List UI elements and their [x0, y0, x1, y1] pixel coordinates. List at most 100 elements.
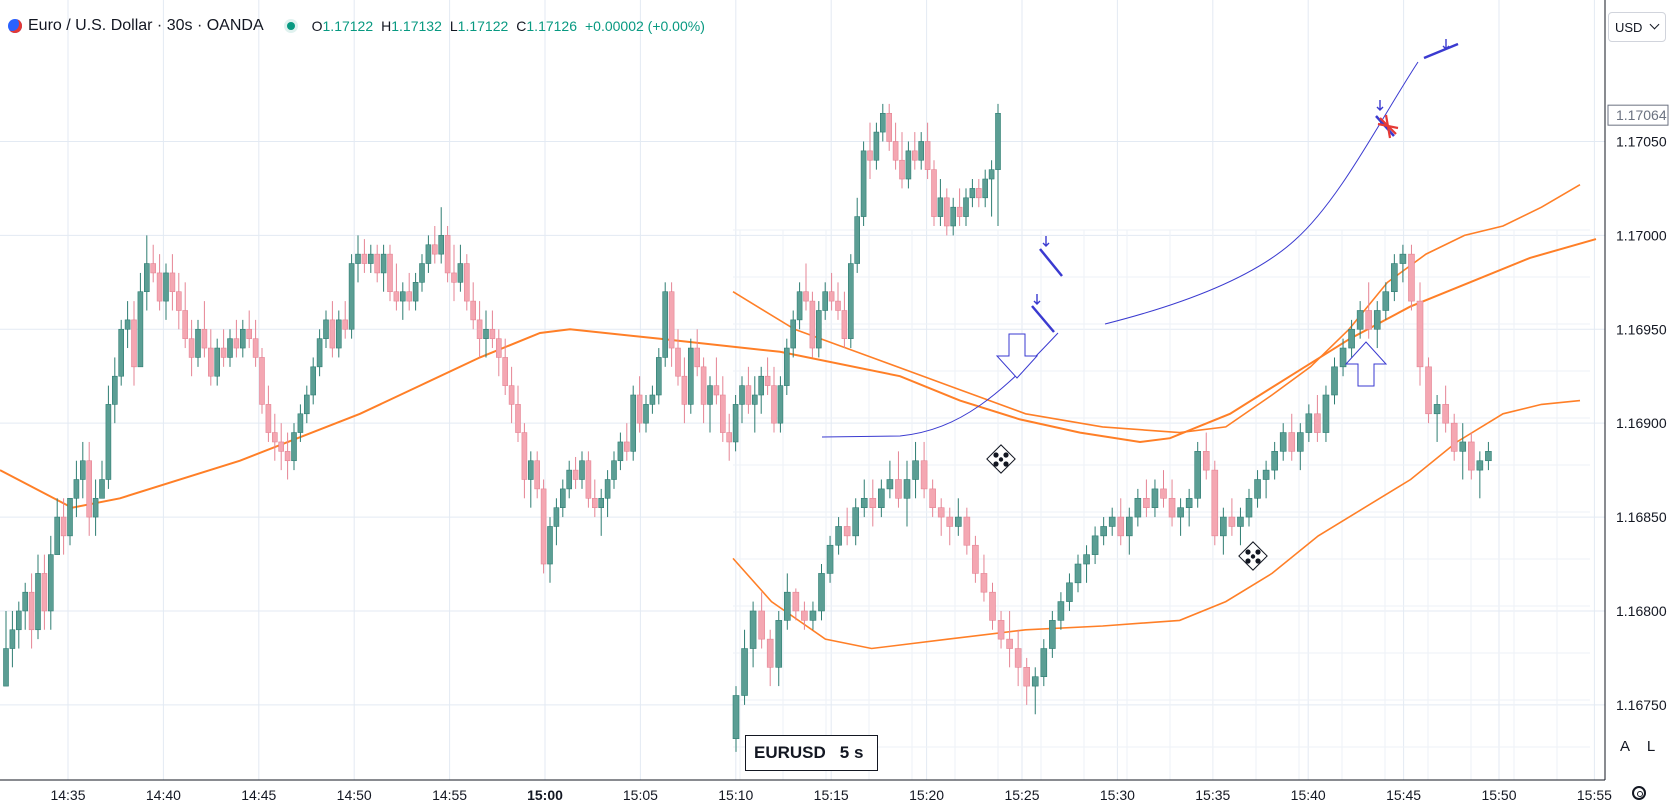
candle: [355, 253, 361, 264]
y-tick-label: 1.16850: [1616, 509, 1667, 525]
candle: [431, 244, 438, 255]
inset-candle: [1442, 404, 1449, 424]
inset-candle: [1476, 460, 1484, 471]
inset-candle: [1100, 526, 1107, 537]
inset-candle: [1245, 497, 1253, 518]
inset-symbol-tag: EURUSD 5 s: [745, 735, 878, 771]
inset-candle: [997, 620, 1005, 640]
inset-candle: [954, 516, 962, 527]
candle: [438, 235, 445, 255]
trend-curve-2[interactable]: [1104, 61, 1419, 325]
candle: [764, 375, 771, 386]
inset-candle: [843, 526, 851, 537]
x-tick-label: 14:45: [241, 787, 276, 803]
inset-candle: [1151, 488, 1159, 508]
candle: [419, 263, 425, 283]
log-scale-button[interactable]: L: [1646, 737, 1656, 755]
candle: [112, 375, 118, 405]
diamond-marker-icon: [1238, 541, 1268, 571]
inset-candle: [732, 695, 740, 739]
candle: [899, 159, 905, 180]
candle: [598, 497, 605, 508]
candle: [905, 150, 912, 180]
grid-lines: [0, 0, 1605, 780]
candle: [9, 629, 16, 649]
candle: [943, 197, 950, 227]
trend-segment-2[interactable]: [1031, 305, 1055, 333]
inset-candle: [1297, 432, 1304, 452]
high-label: H: [381, 18, 392, 34]
y-tick-label: 1.16800: [1616, 603, 1667, 619]
currency-select[interactable]: USD: [1608, 12, 1666, 42]
candle: [271, 432, 278, 443]
candle: [284, 451, 291, 462]
trend-segment-1[interactable]: [1039, 248, 1063, 277]
candle: [195, 328, 201, 358]
candle: [176, 291, 182, 311]
inset-candle: [886, 479, 894, 490]
x-tick-label: 15:40: [1291, 787, 1326, 803]
x-tick-label: 15:45: [1386, 787, 1421, 803]
candle: [329, 319, 336, 349]
chart-header: Euro / U.S. Dollar · 30s · OANDA O1.1712…: [8, 14, 705, 38]
candle: [758, 375, 765, 396]
inset-candle: [1450, 422, 1458, 452]
inset-candle: [758, 610, 765, 640]
candle: [220, 347, 227, 358]
candle: [636, 394, 643, 424]
inset-candle: [1091, 535, 1099, 555]
candle: [374, 253, 381, 274]
candle: [303, 394, 310, 415]
candle: [508, 385, 515, 405]
low-label: L: [449, 18, 458, 34]
inset-candle: [1382, 291, 1390, 311]
inset-candle: [1040, 648, 1048, 678]
candle: [457, 263, 464, 283]
inset-candle: [1254, 479, 1261, 499]
candle: [495, 338, 502, 358]
candle: [547, 526, 553, 565]
market-status-icon[interactable]: [283, 19, 298, 33]
globe-icon: [8, 19, 22, 33]
drawing-tools[interactable]: [821, 39, 1459, 571]
gear-icon[interactable]: [1632, 786, 1646, 800]
inset-candle: [1425, 366, 1432, 415]
inset-candle: [766, 638, 774, 668]
inset-candle: [1126, 516, 1133, 537]
down-arrow-icon[interactable]: [995, 333, 1039, 379]
candle: [99, 479, 105, 499]
inset-candle: [1160, 488, 1167, 499]
inset-candle: [1185, 497, 1193, 508]
change-value: +0.00002 (+0.00%): [585, 18, 705, 34]
symbol-title[interactable]: Euro / U.S. Dollar · 30s · OANDA: [28, 17, 264, 34]
inset-candle: [1322, 394, 1330, 433]
inset-candle: [869, 497, 877, 508]
candle: [924, 141, 931, 170]
candle: [201, 328, 208, 349]
candle: [412, 282, 419, 302]
x-tick-label: 15:50: [1481, 787, 1516, 803]
inset-candle: [792, 591, 800, 612]
candle: [208, 347, 214, 377]
up-arrow-icon[interactable]: [1344, 341, 1388, 387]
close-value: 1.17126: [526, 18, 577, 34]
inset-candle: [818, 573, 825, 612]
x-tick-label: 14:55: [432, 787, 467, 803]
inset-candle: [1459, 441, 1467, 452]
auto-scale-button[interactable]: A: [1619, 737, 1630, 755]
candle: [182, 310, 188, 339]
candle: [995, 112, 1001, 170]
y-tick-label: 1.17050: [1616, 133, 1667, 149]
inset-candle: [946, 516, 954, 527]
inset-candle: [1211, 469, 1219, 537]
x-tick-label: 15:15: [814, 787, 849, 803]
trend-segment-4[interactable]: [1423, 42, 1459, 60]
candle: [265, 404, 272, 433]
candle: [278, 441, 285, 452]
candle: [726, 432, 733, 443]
candle: [118, 328, 124, 377]
x-tick-label: 15:25: [1004, 787, 1039, 803]
candle: [22, 591, 29, 612]
candle: [380, 253, 387, 274]
